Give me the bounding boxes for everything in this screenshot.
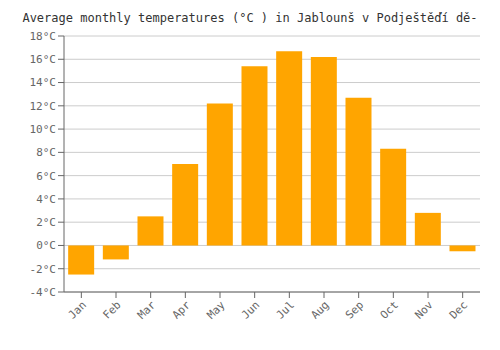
svg-text:Feb: Feb	[100, 298, 123, 321]
svg-text:May: May	[204, 298, 228, 322]
svg-text:Aug: Aug	[308, 298, 331, 321]
html-text:Average monthly temperatures (: Average monthly temperatures (°C ) in Ja…	[22, 11, 478, 25]
svg-text:12°C: 12°C	[30, 100, 57, 113]
svg-text:Jul: Jul	[274, 298, 297, 321]
svg-text:Oct: Oct	[378, 298, 401, 321]
svg-text:10°C: 10°C	[30, 123, 57, 136]
svg-text:Nov: Nov	[412, 298, 436, 322]
svg-text:Jan: Jan	[66, 298, 89, 321]
svg-text:2°C: 2°C	[36, 216, 56, 229]
svg-text:-4°C: -4°C	[30, 286, 57, 299]
svg-text:-2°C: -2°C	[30, 263, 57, 276]
svg-text:Apr: Apr	[170, 298, 194, 322]
svg-text:Sep: Sep	[343, 298, 366, 321]
svg-text:18°C: 18°C	[30, 30, 57, 43]
svg-text:Dec: Dec	[447, 298, 470, 321]
svg-text:4°C: 4°C	[36, 193, 56, 206]
svg-text:8°C: 8°C	[36, 146, 56, 159]
svg-text:Mar: Mar	[135, 298, 159, 322]
svg-text:Jun: Jun	[239, 298, 262, 321]
svg-text:16°C: 16°C	[30, 53, 57, 66]
svg-text:6°C: 6°C	[36, 170, 56, 183]
svg-text:0°C: 0°C	[36, 239, 56, 252]
svg-text:14°C: 14°C	[30, 76, 57, 89]
